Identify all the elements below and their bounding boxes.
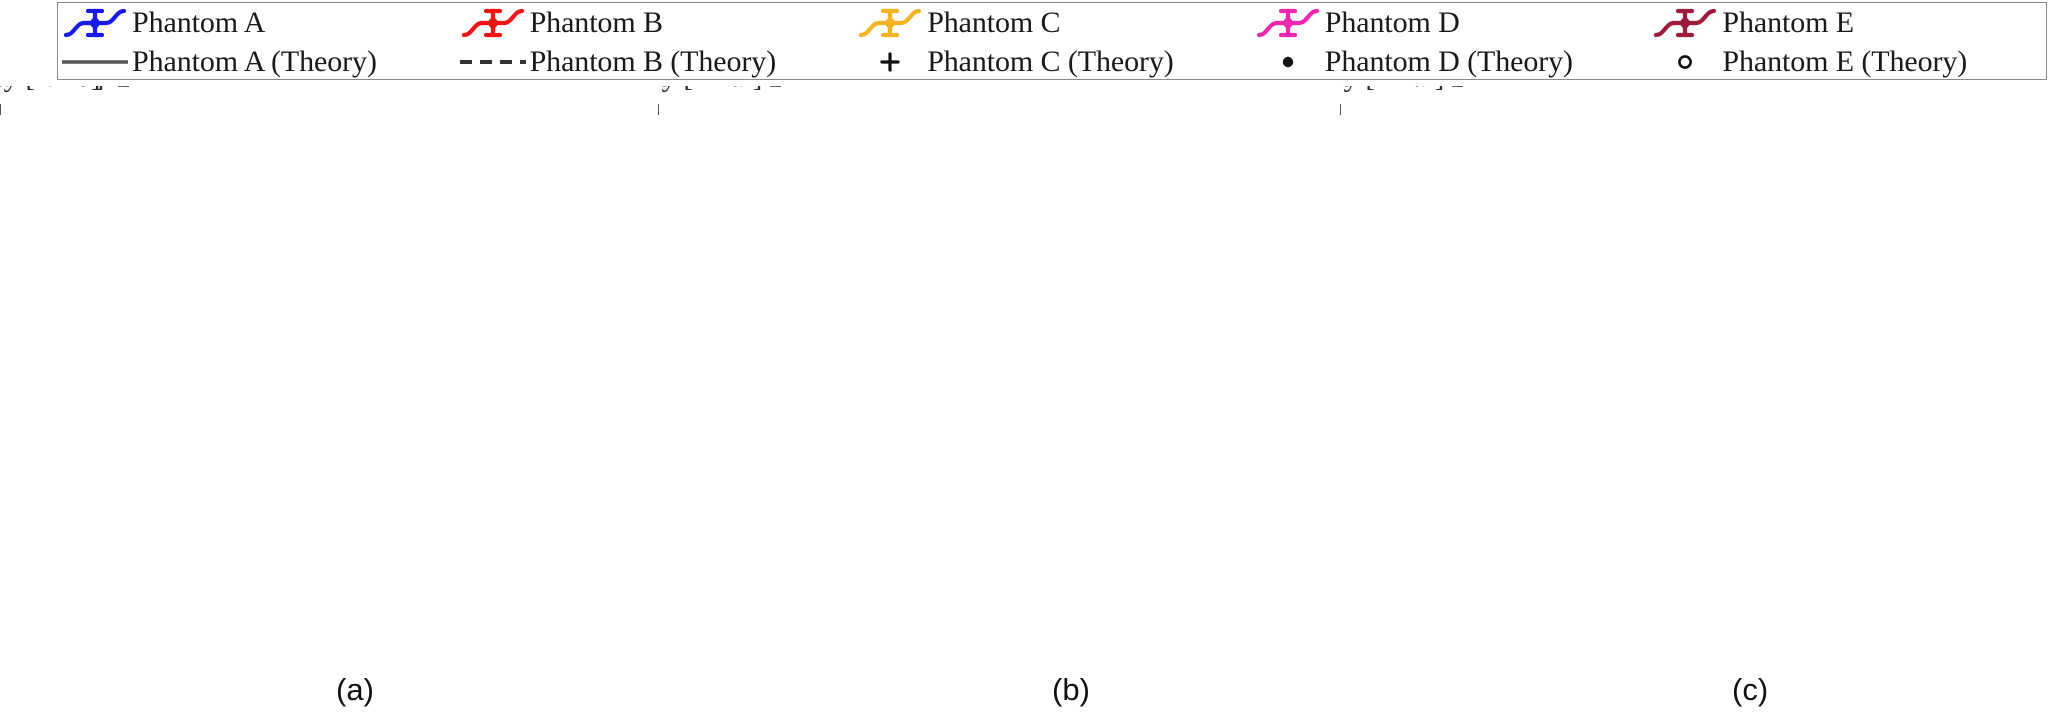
legend-measured-item-phantom-a[interactable]: Phantom A <box>58 3 456 42</box>
legend-theory-item-phantom-d-theory[interactable]: Phantom D (Theory) <box>1251 42 1649 81</box>
diamond-errorbar-icon <box>1648 5 1722 41</box>
y-tick-label: 10-1 <box>715 86 757 92</box>
x-tick-label: 25 <box>1340 86 1354 92</box>
legend-label: Phantom E <box>1722 5 1854 39</box>
x-tick-label: 30 <box>1340 86 1354 92</box>
panel-c: 10-410-310-210-1100 20253035Frequency [MH… <box>1340 86 2040 646</box>
legend-row-theory: Phantom A (Theory) Phantom B (Theory) Phan… <box>58 42 2046 81</box>
legend-label: Phantom D (Theory) <box>1324 44 1573 78</box>
legend-measured-item-phantom-d[interactable]: Phantom D <box>1251 3 1649 42</box>
panel-a-sublabel: (a) <box>336 672 374 707</box>
x-tick-label: 10 <box>0 86 14 92</box>
legend-measured-item-phantom-b[interactable]: Phantom B <box>456 3 854 42</box>
y-tick-label: 10-5 <box>63 86 105 92</box>
y-tick-label: 10-2 <box>63 86 105 92</box>
legend-label: Phantom B (Theory) <box>529 44 777 78</box>
legend-row-measured: Phantom A Phantom B Phantom C Phantom D Phan… <box>58 3 2046 42</box>
x-tick-label: 35 <box>1340 86 1354 92</box>
x-tick-label: 25 <box>658 86 672 92</box>
panel-a: 10-710-610-510-410-310-2 6789101112Freque… <box>0 86 658 646</box>
legend-label: Phantom C <box>927 5 1061 39</box>
legend-label: Phantom D <box>1324 5 1460 39</box>
x-axis-label: Frequency [MHz] <box>658 86 762 93</box>
x-tick-label: 40 <box>658 86 672 92</box>
legend-label: Phantom B <box>529 5 663 39</box>
panel-b: 10-410-310-210-1100 2025303540Frequency [… <box>658 86 1340 646</box>
panel-c-plot: 10-410-310-210-1100 20253035Frequency [MH… <box>1340 86 1463 115</box>
diamond-errorbar-icon <box>58 5 132 41</box>
y-tick-label: 10-3 <box>63 86 105 92</box>
panel-b-sublabel: (b) <box>1052 672 1090 707</box>
legend-theory-item-phantom-c-theory[interactable]: Phantom C (Theory) <box>853 42 1251 81</box>
legend-measured-item-phantom-c[interactable]: Phantom C <box>853 3 1251 42</box>
panel-b-plot: 10-410-310-210-1100 2025303540Frequency [… <box>658 86 781 115</box>
x-tick-label: 35 <box>658 86 672 92</box>
legend-theory-item-phantom-b-theory[interactable]: Phantom B (Theory) <box>456 42 854 81</box>
x-tick-label: 30 <box>658 86 672 92</box>
y-tick-label: 10-3 <box>715 86 757 92</box>
x-tick-label: 8 <box>0 86 7 92</box>
diamond-errorbar-icon <box>456 5 530 41</box>
diamond-errorbar-icon <box>853 5 927 41</box>
y-tick-label: 10-6 <box>63 86 105 92</box>
y-tick-label: 10-4 <box>1397 86 1439 92</box>
y-tick-label: 100 <box>721 86 757 92</box>
x-tick-label: 12 <box>0 86 14 92</box>
plus-icon <box>853 44 927 80</box>
y-tick-label: 10-3 <box>1397 86 1439 92</box>
panel-a-plot: 10-710-610-510-410-310-2 6789101112Freque… <box>0 86 129 115</box>
x-axis-label: Frequency [MHz] <box>1340 86 1444 93</box>
y-axis-label: BSC [mm-1 sr-1 ] <box>0 86 100 93</box>
x-tick-label: 7 <box>0 86 7 92</box>
y-tick-label: 100 <box>1403 86 1439 92</box>
filled-circle-icon <box>1251 44 1325 80</box>
legend-label: Phantom A (Theory) <box>132 44 377 78</box>
diamond-errorbar-icon <box>1251 5 1325 41</box>
legend-label: Phantom A <box>132 5 266 39</box>
figure-legend: Phantom A Phantom B Phantom C Phantom D Phan… <box>57 2 2047 80</box>
x-tick-label: 9 <box>0 86 7 92</box>
legend-theory-item-phantom-e-theory[interactable]: Phantom E (Theory) <box>1648 42 2046 81</box>
x-tick-label: 11 <box>0 86 13 92</box>
solid-line-icon <box>58 44 132 80</box>
dashed-line-icon <box>456 44 530 80</box>
legend-measured-item-phantom-e[interactable]: Phantom E <box>1648 3 2046 42</box>
panel-c-sublabel: (c) <box>1732 672 1769 707</box>
open-circle-icon <box>1648 44 1722 80</box>
y-tick-label: 10-1 <box>1397 86 1439 92</box>
y-tick-label: 10-2 <box>1397 86 1439 92</box>
y-tick-label: 10-4 <box>63 86 105 92</box>
x-axis-label: Frequency [MHz] <box>0 86 104 93</box>
legend-theory-item-phantom-a-theory[interactable]: Phantom A (Theory) <box>58 42 456 81</box>
y-tick-label: 10-7 <box>63 86 105 92</box>
y-tick-label: 10-2 <box>715 86 757 92</box>
x-tick-label: 6 <box>0 86 7 92</box>
x-tick-label: 20 <box>1340 86 1354 92</box>
legend-label: Phantom E (Theory) <box>1722 44 1968 78</box>
y-tick-label: 10-4 <box>715 86 757 92</box>
legend-label: Phantom C (Theory) <box>927 44 1174 78</box>
x-tick-label: 20 <box>658 86 672 92</box>
